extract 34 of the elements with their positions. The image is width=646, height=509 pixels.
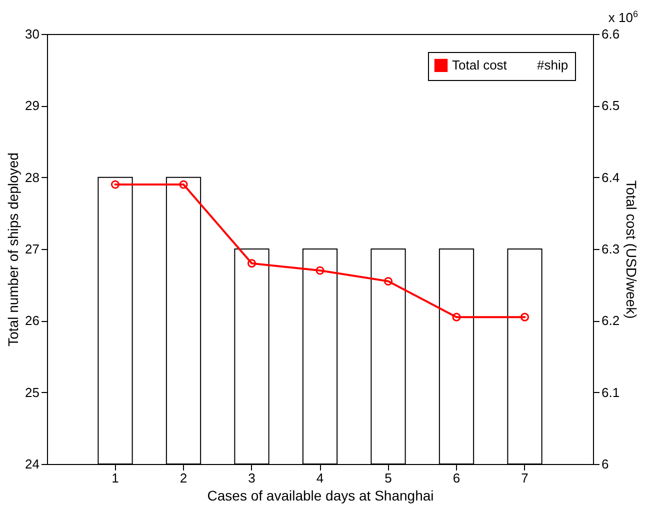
y-tick-label: 24 (25, 456, 40, 472)
y2-tick-label: 6.6 (602, 26, 620, 42)
y2-tick-label: 6.5 (602, 98, 620, 114)
y-tick-label: 28 (25, 170, 40, 185)
y-tick-label: 29 (25, 98, 40, 114)
legend-label: Total cost (452, 57, 508, 72)
point (384, 276, 393, 286)
x-tick-label: 5 (384, 470, 392, 486)
y2-tick-label: 6.2 (602, 313, 620, 328)
x-tick-label: 1 (112, 470, 119, 486)
x-tick-label: 6 (452, 470, 460, 486)
y2-tick-label: 6.4 (602, 170, 620, 185)
point (179, 180, 188, 189)
text: #ship (537, 57, 568, 72)
x-tick-label: 3 (248, 470, 256, 486)
y2-tick-label: 6.1 (602, 384, 620, 400)
point (247, 259, 256, 268)
y-axis-title: Total number of ships deployed (5, 152, 22, 346)
point (316, 266, 324, 275)
x-tick-label: 4 (316, 470, 324, 486)
y2-tick-label: 6.3 (602, 242, 620, 256)
x-tick-label: 7 (521, 470, 528, 486)
x-axis-title: Cases of available days at Shanghai (207, 488, 434, 504)
point (520, 312, 530, 322)
point (110, 180, 120, 189)
y-tick-label: 27 (25, 242, 40, 256)
y-tick-label: 25 (25, 384, 40, 400)
y2-axis-title: Total cost (USD/week) (624, 180, 640, 319)
y2-tick-label: 6 (602, 456, 609, 472)
text: x 10$^{6}$ (608, 9, 638, 25)
x-tick-label: 2 (180, 470, 188, 486)
y-tick-label: 26 (25, 313, 40, 328)
y-tick-label: 30 (25, 26, 40, 42)
point (452, 312, 461, 322)
